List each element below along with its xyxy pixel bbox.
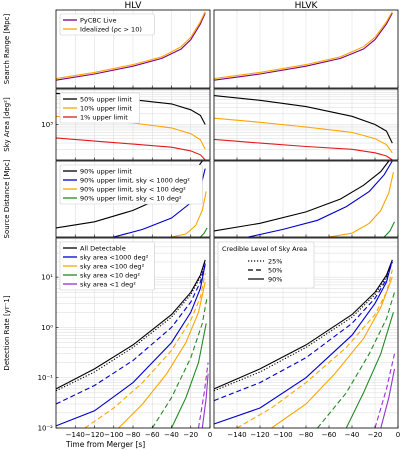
ylabel-rate: Detection Rate [yr⁻1] [3,295,11,370]
legend-box-distance [59,164,203,205]
series-rate-hlvk-1 [213,261,393,392]
legend-label: 90% upper limit [80,167,132,175]
legend-label: 90% upper limit, sky < 100 deg² [80,185,186,193]
legend-label: sky area <1 deg² [80,280,136,288]
x-tick-label: −140 [66,431,85,439]
series-rate-hlvk-7 [317,292,396,429]
series-rate-hlvk-8 [380,368,396,429]
series-rate-hlvk-2 [213,259,393,425]
legend-label: 10% upper limit [80,104,132,112]
series-rate-hlvk-0 [213,259,393,390]
x-tick-label: −140 [227,431,246,439]
y-tick-label: 10⁰ [41,324,53,332]
series-skyarea-hlv-2 [55,137,206,161]
series-rate-hlv-2 [55,264,206,427]
series-skyarea-hlvk-0 [213,95,393,144]
ylabel-distance: Source Distance [Mpc] [3,159,11,238]
x-tick-label: −100 [104,431,123,439]
legend-label: sky area <10 deg² [80,271,140,279]
series-rate-hlvk-5 [236,269,393,429]
series-distance-hlv-3 [200,227,208,238]
series-distance-hlvk-2 [328,172,394,238]
legend2-title: Credible Level of Sky Area [222,245,307,253]
x-tick-label: 0 [208,431,212,439]
series-range-hlv-0 [55,12,206,81]
legend-box-skyarea [59,92,140,124]
column-title-hlvk: HLVK [295,1,319,11]
xlabel: Time from Merger [s] [65,440,145,449]
x-tick-label: 0 [396,431,400,439]
series-rate-hlv-9 [197,362,209,429]
series-rate-hlv-8 [201,373,209,429]
legend2-label: 25% [268,257,282,265]
series-rate-hlv-3 [55,264,206,405]
x-tick-label: −60 [322,431,337,439]
series-rate-hlvk-3 [213,261,393,402]
ylabel-range: Search Range [Mpc] [3,13,11,84]
legend-label: 90% upper limit, sky < 10 deg² [80,194,182,202]
x-tick-label: −120 [85,431,104,439]
y-tick-label: 10⁻² [38,425,54,433]
legend2-label: 50% [268,266,282,274]
series-rate-hlv-0 [55,259,206,390]
ylabel-skyarea: Sky Area [deg²] [3,97,11,152]
series-rate-hlv-6 [171,323,207,429]
series-distance-hlvk-0 [213,160,390,232]
x-tick-label: −100 [273,431,292,439]
legend-label: sky area <100 deg² [80,262,145,270]
x-tick-label: −20 [183,431,198,439]
legend-label: All Detectable [80,244,126,252]
legend2-box [217,241,315,289]
y-tick-label: 10⁻¹ [38,374,54,382]
series-rate-hlv-4 [118,281,206,429]
legend-label: 50% upper limit [80,95,132,103]
x-tick-label: −80 [299,431,314,439]
legend-box-rate [59,241,155,291]
series-distance-hlvk-1 [248,160,393,238]
series-rate-hlv-7 [151,297,208,429]
x-tick-label: −20 [368,431,383,439]
x-tick-label: −40 [164,431,179,439]
series-range-hlvk-0 [213,12,393,81]
series-distance-hlvk-3 [383,221,395,238]
legend-label: PyCBC Live [80,16,117,24]
legend-label: 90% upper limit, sky < 1000 deg² [80,176,190,184]
legend-label: sky area <1000 deg² [80,253,149,261]
series-skyarea-hlvk-2 [213,138,393,161]
series-range-hlvk-1 [213,11,393,80]
x-tick-label: −60 [145,431,160,439]
y-tick-label: 10³ [41,121,53,129]
x-tick-label: −120 [250,431,269,439]
series-rate-hlv-5 [84,273,206,429]
series-rate-hlv-1 [55,261,206,392]
legend-label: Idealized (ρc > 10) [80,25,142,33]
x-tick-label: −40 [345,431,360,439]
series-range-hlv-1 [55,11,206,80]
series-rate-hlvk-6 [345,312,394,429]
series-rate-hlvk-9 [374,353,396,429]
column-title-hlv: HLV [125,1,143,11]
legend-box-range [59,13,155,36]
x-tick-label: −80 [126,431,141,439]
y-tick-label: 10¹ [41,274,53,282]
series-distance-hlv-2 [171,191,207,238]
series-rate-hlvk-4 [271,276,393,429]
series-skyarea-hlvk-1 [213,117,393,154]
legend-label: 1% upper limit [80,113,128,121]
legend2-label: 90% [268,275,282,283]
